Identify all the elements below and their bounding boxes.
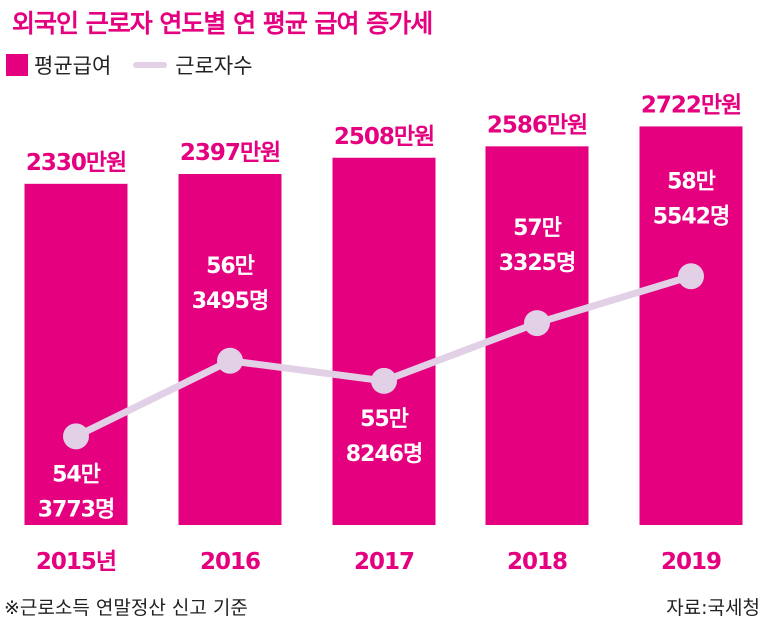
legend: 평균급여 근로자수 xyxy=(6,50,253,80)
bar-0 xyxy=(24,183,128,526)
line-point-0 xyxy=(63,423,89,450)
chart-title: 외국인 근로자 연도별 연 평균 급여 증가세 xyxy=(12,9,433,38)
category-label-3: 2018 xyxy=(507,549,567,575)
bar-value-label-0: 2330만원 xyxy=(26,150,126,176)
category-label-0: 2015년 xyxy=(36,549,116,575)
category-label-2: 2017 xyxy=(354,549,414,575)
line-label-bottom-3: 3325명 xyxy=(499,251,575,276)
line-label-top-3: 57만 xyxy=(513,216,562,241)
line-point-1 xyxy=(217,347,243,374)
bar-2 xyxy=(332,157,436,525)
line-point-3 xyxy=(524,310,550,337)
source-credit: 자료:국세청 xyxy=(666,597,760,619)
legend-label-line: 근로자수 xyxy=(175,54,253,78)
category-label-1: 2016 xyxy=(200,549,260,575)
bar-value-label-3: 2586만원 xyxy=(487,112,587,138)
line-label-top-2: 55만 xyxy=(360,407,409,432)
bar-value-label-4: 2722만원 xyxy=(641,92,741,118)
category-label-4: 2019 xyxy=(661,549,721,575)
bar-4 xyxy=(639,126,743,526)
footnote: ※근로소득 연말정산 신고 기준 xyxy=(4,597,248,619)
line-label-bottom-0: 3773명 xyxy=(38,497,114,522)
line-label-top-1: 56만 xyxy=(206,254,255,279)
bar-value-label-1: 2397만원 xyxy=(180,140,280,166)
line-label-bottom-4: 5542명 xyxy=(653,204,729,229)
line-point-2 xyxy=(371,367,397,394)
line-label-bottom-1: 3495명 xyxy=(192,289,268,314)
line-label-top-4: 58만 xyxy=(667,169,716,194)
line-label-bottom-2: 8246명 xyxy=(346,442,422,467)
line-label-top-0: 54만 xyxy=(52,462,101,487)
bar-value-label-2: 2508만원 xyxy=(334,124,434,150)
legend-swatch-line xyxy=(133,62,168,68)
legend-label-bar: 평균급여 xyxy=(34,54,112,78)
line-point-4 xyxy=(678,263,704,290)
legend-swatch-bar xyxy=(6,54,28,76)
